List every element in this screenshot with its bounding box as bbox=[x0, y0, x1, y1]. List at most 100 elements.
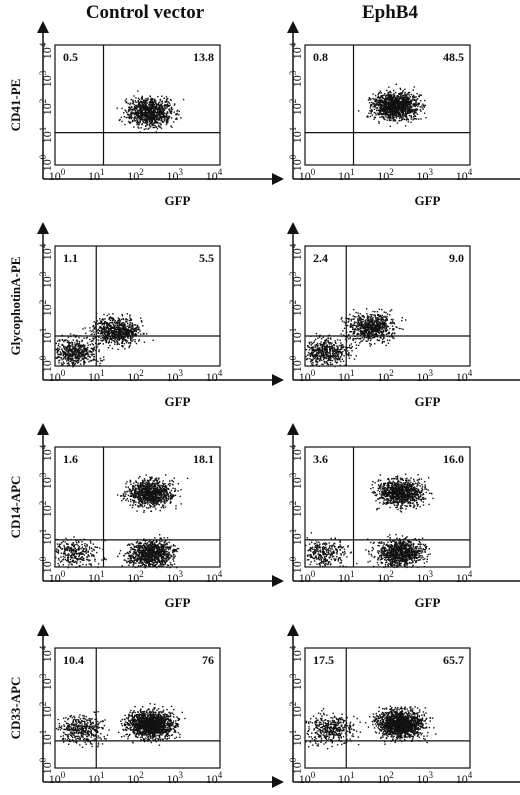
data-point bbox=[117, 321, 119, 324]
data-point bbox=[388, 104, 390, 106]
data-point bbox=[68, 346, 70, 348]
data-point bbox=[389, 105, 391, 107]
data-point bbox=[142, 119, 144, 121]
data-point bbox=[409, 103, 412, 105]
data-point bbox=[122, 325, 125, 328]
data-point bbox=[161, 111, 163, 113]
data-point bbox=[384, 114, 386, 116]
data-point bbox=[137, 332, 139, 334]
data-point bbox=[132, 496, 135, 498]
data-point bbox=[386, 106, 388, 108]
data-point bbox=[76, 353, 78, 355]
data-point bbox=[98, 343, 101, 345]
data-point bbox=[358, 324, 360, 326]
data-point bbox=[392, 117, 394, 119]
data-point bbox=[103, 319, 105, 321]
data-point bbox=[141, 113, 143, 116]
data-point bbox=[400, 101, 402, 103]
data-point bbox=[61, 359, 63, 361]
data-point bbox=[133, 119, 135, 122]
data-point bbox=[334, 351, 337, 354]
y-tick-label: 104 bbox=[38, 42, 54, 59]
data-point bbox=[377, 328, 379, 331]
data-point bbox=[406, 112, 409, 114]
data-point bbox=[166, 103, 169, 105]
data-point bbox=[384, 322, 386, 324]
data-point bbox=[67, 360, 70, 362]
data-point bbox=[137, 494, 139, 496]
data-point bbox=[375, 100, 378, 103]
data-point bbox=[81, 358, 83, 360]
data-point bbox=[130, 327, 132, 329]
data-point bbox=[102, 331, 104, 333]
data-point bbox=[371, 101, 373, 104]
data-point bbox=[164, 106, 166, 109]
data-point bbox=[387, 99, 390, 101]
data-point bbox=[383, 100, 386, 102]
data-point bbox=[111, 317, 113, 319]
data-point bbox=[141, 118, 143, 120]
data-point bbox=[165, 100, 167, 103]
x-tick-label: 104 bbox=[456, 167, 473, 183]
data-point bbox=[330, 359, 332, 361]
data-point bbox=[412, 98, 414, 100]
data-point bbox=[367, 324, 369, 326]
data-point bbox=[145, 484, 147, 486]
data-point bbox=[137, 109, 139, 112]
data-point bbox=[87, 349, 89, 351]
data-point bbox=[141, 105, 143, 108]
data-point bbox=[373, 314, 375, 316]
data-point bbox=[118, 339, 120, 341]
data-point bbox=[153, 115, 155, 117]
data-point bbox=[369, 110, 371, 112]
data-point bbox=[68, 343, 70, 346]
data-point bbox=[76, 340, 79, 342]
data-point bbox=[117, 320, 119, 322]
data-point bbox=[147, 498, 150, 500]
data-point bbox=[129, 103, 131, 106]
data-point bbox=[423, 106, 425, 108]
data-point bbox=[312, 351, 315, 353]
data-point bbox=[158, 124, 160, 126]
data-point bbox=[149, 107, 151, 110]
data-point bbox=[398, 97, 400, 99]
data-point bbox=[135, 118, 137, 120]
data-point bbox=[99, 362, 101, 365]
data-point bbox=[389, 99, 392, 102]
data-point bbox=[420, 118, 422, 120]
data-point bbox=[404, 93, 406, 95]
data-point bbox=[383, 336, 385, 339]
data-point bbox=[103, 324, 105, 326]
data-point bbox=[384, 106, 387, 109]
data-point bbox=[371, 326, 373, 329]
data-point bbox=[413, 109, 416, 111]
quadrant-label-upper-right: 48.5 bbox=[443, 50, 464, 64]
data-point bbox=[137, 498, 139, 500]
data-point bbox=[158, 118, 161, 121]
data-point bbox=[389, 113, 392, 115]
data-point bbox=[337, 345, 339, 348]
data-point bbox=[151, 98, 153, 100]
data-point bbox=[84, 348, 86, 350]
data-point bbox=[130, 326, 132, 328]
data-point bbox=[391, 105, 394, 107]
data-point bbox=[139, 119, 141, 122]
data-point bbox=[414, 112, 416, 114]
data-point bbox=[401, 100, 403, 103]
y-tick-label: 103 bbox=[288, 70, 304, 87]
data-point bbox=[99, 357, 102, 360]
data-point bbox=[384, 316, 387, 318]
data-point bbox=[119, 332, 121, 335]
data-point bbox=[336, 345, 338, 347]
data-point bbox=[151, 119, 153, 121]
data-point bbox=[102, 318, 104, 320]
data-point bbox=[145, 99, 147, 102]
data-point bbox=[336, 358, 339, 360]
data-point bbox=[157, 122, 159, 124]
data-point bbox=[147, 483, 149, 486]
data-point bbox=[170, 117, 173, 119]
data-point bbox=[329, 346, 331, 348]
data-point bbox=[63, 362, 65, 365]
data-point bbox=[115, 340, 118, 342]
